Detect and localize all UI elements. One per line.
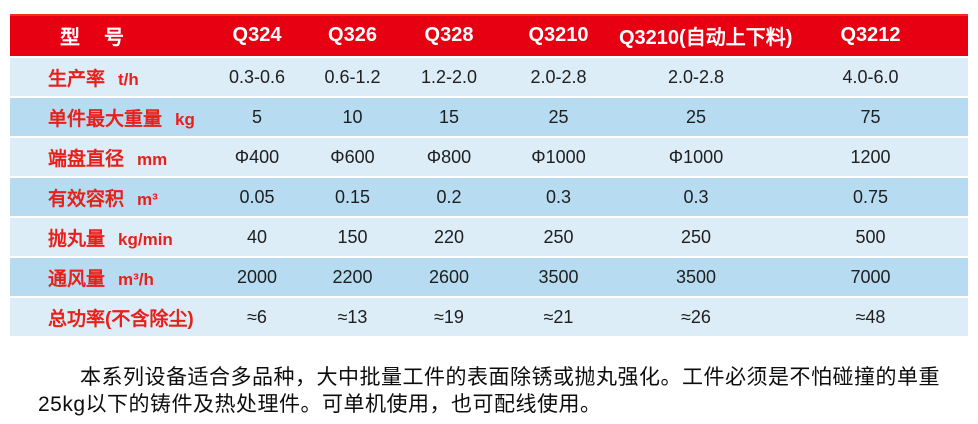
cell-value: 2600	[428, 266, 470, 287]
cell-value: 3500	[675, 266, 717, 287]
cell-value: 0.15	[334, 186, 371, 207]
description-line-1: 本系列设备适合多品种，大中批量工件的表面除锈或抛丸强化。工件必须是不怕碰撞的单重	[80, 366, 940, 389]
cell-value: Φ400	[234, 146, 280, 167]
table-row-production-rate: 生产率 t/h 0.3-0.6 0.6-1.2 1.2-2.0 2.0-2.8 2…	[10, 58, 968, 96]
cell-value: 2200	[332, 266, 373, 287]
cell-value: 220	[433, 226, 465, 247]
cell-value: 0.2	[436, 186, 462, 207]
cell-value: ≈13	[337, 306, 368, 327]
cell-value: 0.3	[545, 186, 572, 207]
cell-value: 75	[860, 106, 881, 127]
cell-value: 0.6-1.2	[324, 66, 381, 87]
cell-value: 2.0-2.8	[667, 66, 725, 87]
table-row-max-weight: 单件最大重量 kg 5 10 15 25 25 75	[10, 98, 968, 136]
cell-value: 1200	[850, 146, 891, 167]
row-label: 端盘直径	[48, 148, 125, 170]
cell-value: 40	[246, 226, 268, 247]
header-col-q3212: Q3212	[840, 23, 901, 46]
table-row-blast-rate: 抛丸量 kg/min 40 150 220 250 250 500	[10, 218, 968, 256]
cell-value: 2000	[236, 266, 278, 287]
row-unit: kg	[175, 109, 195, 129]
row-label: 有效容积	[48, 188, 125, 210]
cell-value: 5	[251, 106, 262, 127]
row-label: 抛丸量	[48, 228, 106, 250]
cell-value: 150	[337, 226, 368, 247]
row-unit: t/h	[118, 69, 139, 89]
row-unit: m³	[137, 189, 158, 209]
header-model-label: 型 号	[60, 26, 126, 49]
cell-value: 0.75	[852, 186, 889, 207]
row-label: 单件最大重量	[48, 108, 163, 130]
cell-value: 250	[680, 226, 712, 247]
table-header-row: 型 号 Q324 Q326 Q328 Q3210 Q3210(自动上下料) Q3…	[10, 14, 968, 56]
cell-value: Φ600	[330, 146, 375, 167]
cell-value: ≈26	[681, 306, 711, 327]
spec-table: 型 号 Q324 Q326 Q328 Q3210 Q3210(自动上下料) Q3…	[10, 14, 968, 336]
table-row-effective-volume: 有效容积 m³ 0.05 0.15 0.2 0.3 0.3 0.75	[10, 178, 968, 216]
row-unit: m³/h	[118, 269, 154, 289]
cell-value: ≈19	[434, 306, 464, 327]
cell-value: ≈6	[247, 306, 267, 327]
table-row-ventilation: 通风量 m³/h 2000 2200 2600 3500 3500 7000	[10, 258, 968, 296]
header-col-q326: Q326	[328, 23, 377, 46]
row-unit: mm	[137, 149, 168, 169]
description-line-2: 25kg以下的铸件及热处理件。可单机使用，也可配线使用。	[38, 393, 602, 416]
cell-value: ≈48	[855, 306, 886, 327]
cell-value: 7000	[850, 266, 891, 287]
cell-value: 25	[685, 106, 707, 127]
cell-value: 4.0-6.0	[842, 66, 899, 87]
cell-value: 0.3-0.6	[228, 66, 286, 87]
table-row-total-power: 总功率(不含除尘) ≈6 ≈13 ≈19 ≈21 ≈26 ≈48	[10, 298, 968, 336]
cell-value: 15	[438, 106, 460, 127]
cell-value: 1.2-2.0	[420, 66, 478, 87]
header-col-q328: Q328	[424, 23, 474, 46]
row-label: 生产率	[48, 68, 106, 90]
table-row-disc-diameter: 端盘直径 mm Φ400 Φ600 Φ800 Φ1000 Φ1000 1200	[10, 138, 968, 176]
cell-value: 2.0-2.8	[530, 66, 587, 87]
cell-value: Φ1000	[668, 146, 724, 167]
header-col-q324: Q324	[232, 23, 282, 46]
cell-value: 3500	[538, 266, 579, 287]
header-col-q3210: Q3210	[528, 23, 589, 46]
cell-value: Φ800	[426, 146, 472, 167]
row-label: 总功率(不含除尘)	[48, 308, 194, 330]
cell-value: 0.05	[239, 186, 275, 207]
cell-value: ≈21	[543, 306, 574, 327]
cell-value: 250	[543, 226, 574, 247]
cell-value: Φ1000	[531, 146, 586, 167]
header-col-q3210-auto: Q3210(自动上下料)	[619, 26, 793, 49]
cell-value: 0.3	[683, 186, 709, 207]
row-unit: kg/min	[118, 229, 173, 249]
description-paragraph: 本系列设备适合多品种，大中批量工件的表面除锈或抛丸强化。工件必须是不怕碰撞的单重…	[38, 364, 948, 418]
cell-value: 500	[855, 226, 886, 247]
cell-value: 10	[342, 106, 363, 127]
cell-value: 25	[548, 106, 569, 127]
row-label: 通风量	[48, 268, 106, 290]
